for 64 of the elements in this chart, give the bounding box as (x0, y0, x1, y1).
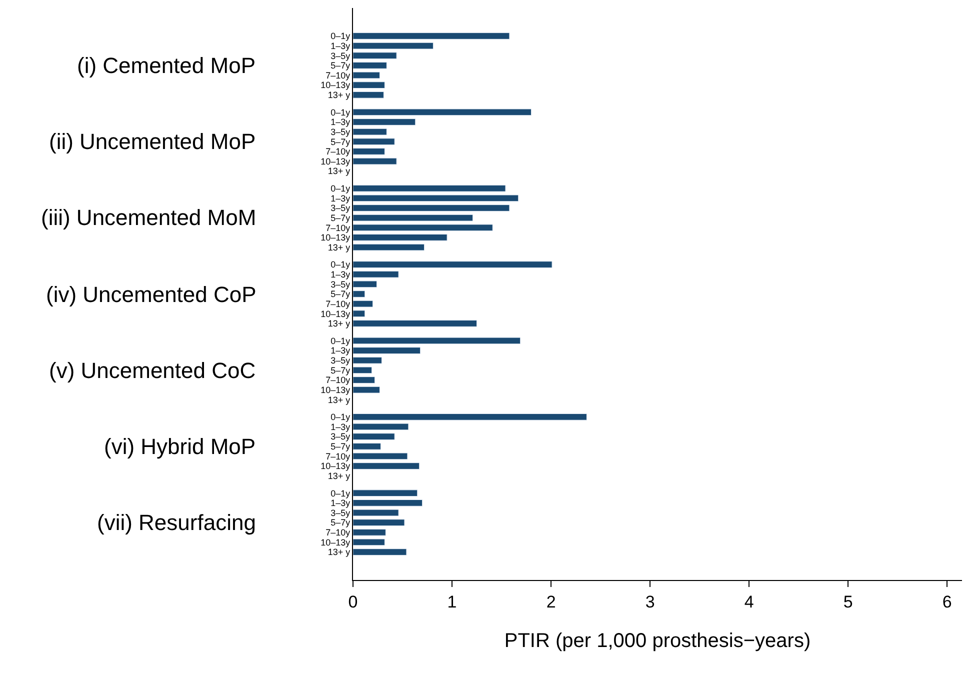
y-tick-label: 3–5y (330, 126, 351, 137)
text: (ii) Uncemented MoP (49, 129, 256, 154)
y-tick-label: 0–1y (330, 260, 351, 270)
y-tick-label: 7–10y (326, 528, 351, 538)
x-axis-title: PTIR (per 1,000 prosthesis−years) (504, 630, 811, 652)
y-tick-label: 10–13y (320, 308, 351, 319)
y-tick-label: 3–5y (330, 432, 351, 442)
x-tick-label: 2 (546, 592, 556, 612)
y-tick-label: 0–1y (330, 31, 351, 42)
y-tick-label: 5–7y (330, 60, 351, 71)
y-tick-label: 13+ y (328, 547, 351, 558)
y-tick-label: 5–7y (330, 136, 351, 147)
y-tick-label: 3–5y (330, 508, 351, 518)
y-tick-label: 13+ y (328, 470, 351, 481)
x-tick-label: 1 (447, 592, 457, 612)
y-tick-label: 1–3y (330, 346, 351, 356)
y-tick-label: 7–10y (326, 298, 351, 309)
y-tick-label: 3–5y (330, 279, 351, 290)
text: (vi) Hybrid MoP (104, 434, 256, 459)
y-tick-label: 0–1y (330, 184, 351, 194)
y-tick-label: 10–13y (320, 537, 351, 548)
y-tick-label: 5–7y (330, 212, 351, 223)
text: (iv) Uncemented CoP (46, 282, 256, 307)
y-tick-label: 10–13y (320, 461, 351, 472)
y-tick-label: 0–1y (330, 107, 351, 118)
y-tick-label: 1–3y (330, 193, 351, 204)
text: (vii) Resurfacing (97, 510, 256, 535)
y-tick-label: 7–10y (326, 375, 351, 386)
x-tick-label: 0 (348, 592, 358, 612)
y-tick-label: 1–3y (330, 422, 351, 432)
y-tick-label: 3–5y (330, 50, 351, 61)
y-tick-label: 7–10y (326, 146, 351, 157)
x-tick-label: 6 (942, 592, 952, 612)
y-tick-label: 1–3y (330, 498, 351, 508)
x-tick-label: 5 (843, 592, 853, 612)
y-tick-label: 3–5y (330, 203, 351, 214)
y-tick-label: 13+ y (328, 394, 351, 405)
text: (i) Cemented MoP (77, 53, 256, 78)
y-tick-label: 13+ y (328, 166, 351, 176)
y-tick-label: 7–10y (326, 222, 351, 233)
x-tick-label: 3 (645, 592, 655, 612)
y-tick-label: 0–1y (330, 336, 351, 346)
y-tick-label: 10–13y (320, 156, 351, 166)
y-tick-label: 0–1y (330, 488, 351, 498)
y-tick-label: 5–7y (330, 365, 351, 376)
y-tick-label: 10–13y (320, 232, 351, 243)
text: (v) Uncemented CoC (49, 358, 256, 383)
y-tick-label: 10–13y (320, 80, 351, 90)
y-tick-label: 1–3y (330, 117, 351, 128)
y-tick-label: 7–10y (326, 451, 351, 462)
y-tick-label: 5–7y (330, 518, 351, 528)
y-tick-label: 3–5y (330, 356, 351, 366)
y-tick-label: 0–1y (330, 412, 351, 422)
x-tick-label: 4 (744, 592, 754, 612)
y-tick-label: 13+ y (328, 318, 351, 329)
y-tick-label: 1–3y (330, 40, 351, 51)
y-tick-label: 5–7y (330, 442, 351, 452)
y-tick-label: 13+ y (328, 90, 351, 100)
y-tick-label: 5–7y (330, 289, 351, 300)
y-tick-label: 7–10y (326, 70, 351, 80)
text: (iii) Uncemented MoM (41, 205, 256, 230)
y-tick-label: 10–13y (320, 384, 351, 395)
y-tick-label: 1–3y (330, 270, 351, 280)
y-tick-label: 13+ y (328, 242, 351, 252)
